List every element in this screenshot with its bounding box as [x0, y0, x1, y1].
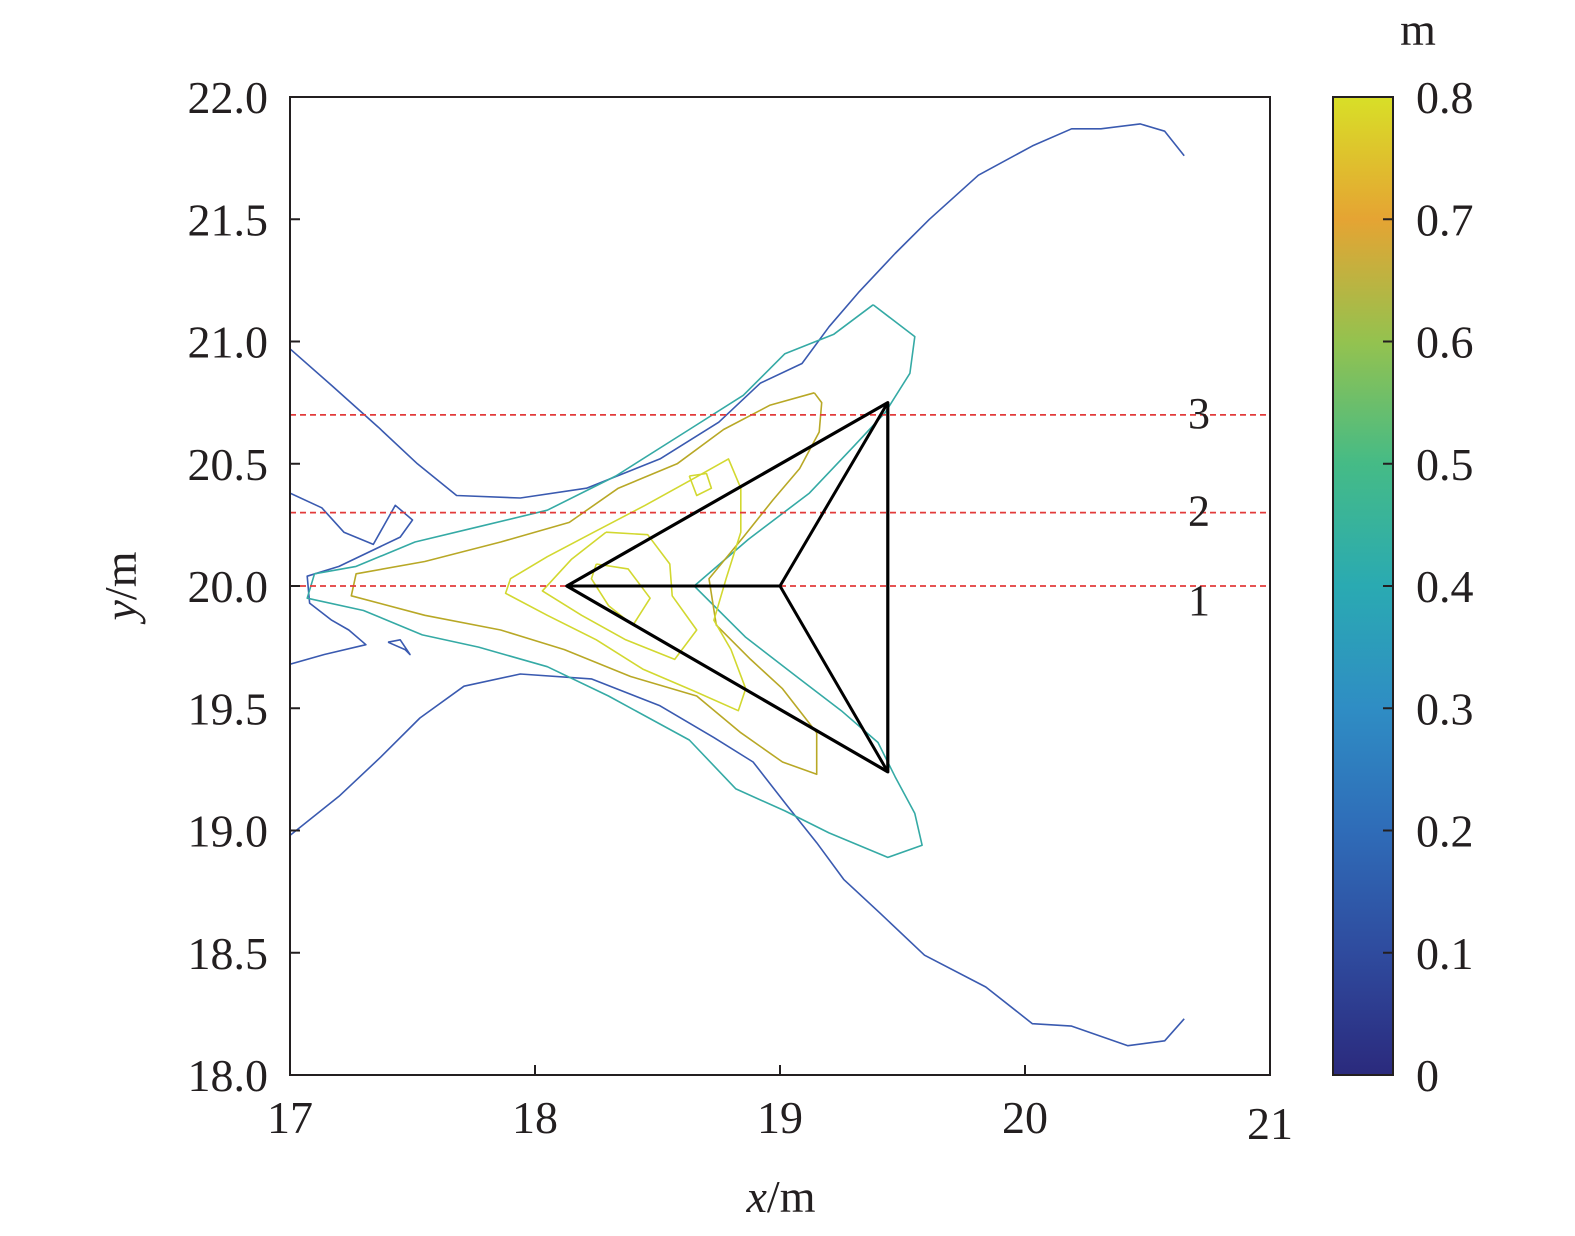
- x-tick-label-17: 17: [267, 1092, 313, 1143]
- y-tick-label-20.5: 20.5: [188, 439, 269, 490]
- contour-lines: [290, 123, 1185, 1047]
- contour-0.7-path-1: [541, 531, 698, 661]
- contour-0.2-path-2: [290, 492, 414, 665]
- contour-0.7-path-0: [504, 458, 747, 712]
- reference-line-label-1: 1: [1188, 576, 1210, 625]
- x-axis-var: x: [746, 1171, 768, 1222]
- x-tick-label-18: 18: [512, 1092, 558, 1143]
- plot-area: 17 18 19 20 21 18.018.519.019.520.020.521.02…: [188, 72, 1294, 1149]
- x-axis-label: x/m: [746, 1171, 816, 1222]
- colorbar-tick-label-0.3: 0.3: [1416, 683, 1474, 734]
- contour-0.2-path-0: [290, 123, 1185, 499]
- colorbar-tick-label-0.1: 0.1: [1416, 928, 1474, 979]
- colorbar-tick-label-0.7: 0.7: [1416, 194, 1474, 245]
- y-tick-label-22.0: 22.0: [188, 72, 269, 123]
- contour-0.4-path-0: [306, 304, 923, 859]
- contour-0.6-path-0: [350, 392, 823, 776]
- colorbar-tick-label-0: 0: [1416, 1050, 1439, 1101]
- colorbar-unit: m: [1400, 4, 1436, 55]
- colorbar-ticks: 0 0.1 0.2 0.3 0.4 0.5 0.6 0.7 0.8: [1383, 72, 1474, 1101]
- x-axis-ticks: 17 18 19 20 21: [267, 1065, 1293, 1149]
- reference-line-label-3: 3: [1188, 389, 1210, 438]
- x-tick-label-21: 21: [1247, 1098, 1293, 1149]
- colorbar-tick-label-0.8: 0.8: [1416, 72, 1474, 123]
- y-tick-label-18.0: 18.0: [188, 1050, 269, 1101]
- y-tick-label-19.0: 19.0: [188, 806, 269, 857]
- x-tick-label-19: 19: [757, 1092, 803, 1143]
- structure-strut-1: [778, 401, 890, 587]
- contour-0.2-path-1: [290, 673, 1185, 1047]
- colorbar-tick-label-0.6: 0.6: [1416, 317, 1474, 368]
- structure-outer-triangle: [565, 401, 890, 774]
- contour-0.2-path-3: [387, 638, 411, 656]
- y-axis-var: y: [95, 599, 146, 624]
- x-tick-label-20: 20: [1002, 1092, 1048, 1143]
- colorbar-tick-label-0.2: 0.2: [1416, 806, 1474, 857]
- y-tick-label-18.5: 18.5: [188, 928, 269, 979]
- y-axis-label: y/m: [95, 551, 146, 624]
- colorbar: 0 0.1 0.2 0.3 0.4 0.5 0.6 0.7 0.8 m: [1332, 4, 1474, 1101]
- y-axis-unit: /m: [95, 551, 146, 600]
- x-axis-unit: /m: [767, 1171, 816, 1222]
- colorbar-tick-label-0.5: 0.5: [1416, 439, 1474, 490]
- y-axis-ticks: 18.0 18.5 19.0 19.5 20.0 20.5 21.0 21.5 22.0: [188, 72, 300, 1101]
- triangular-structure: [565, 401, 890, 774]
- y-tick-label-21.0: 21.0: [188, 317, 269, 368]
- structure-strut-2: [778, 585, 890, 773]
- contour-0.7-path-3: [688, 472, 713, 497]
- reference-line-labels: 1 2 3: [1188, 389, 1210, 625]
- colorbar-tick-label-0.4: 0.4: [1416, 561, 1474, 612]
- y-tick-label-21.5: 21.5: [188, 194, 269, 245]
- y-tick-label-20.0: 20.0: [188, 561, 269, 612]
- reference-line-label-2: 2: [1188, 487, 1210, 536]
- y-tick-label-19.5: 19.5: [188, 683, 269, 734]
